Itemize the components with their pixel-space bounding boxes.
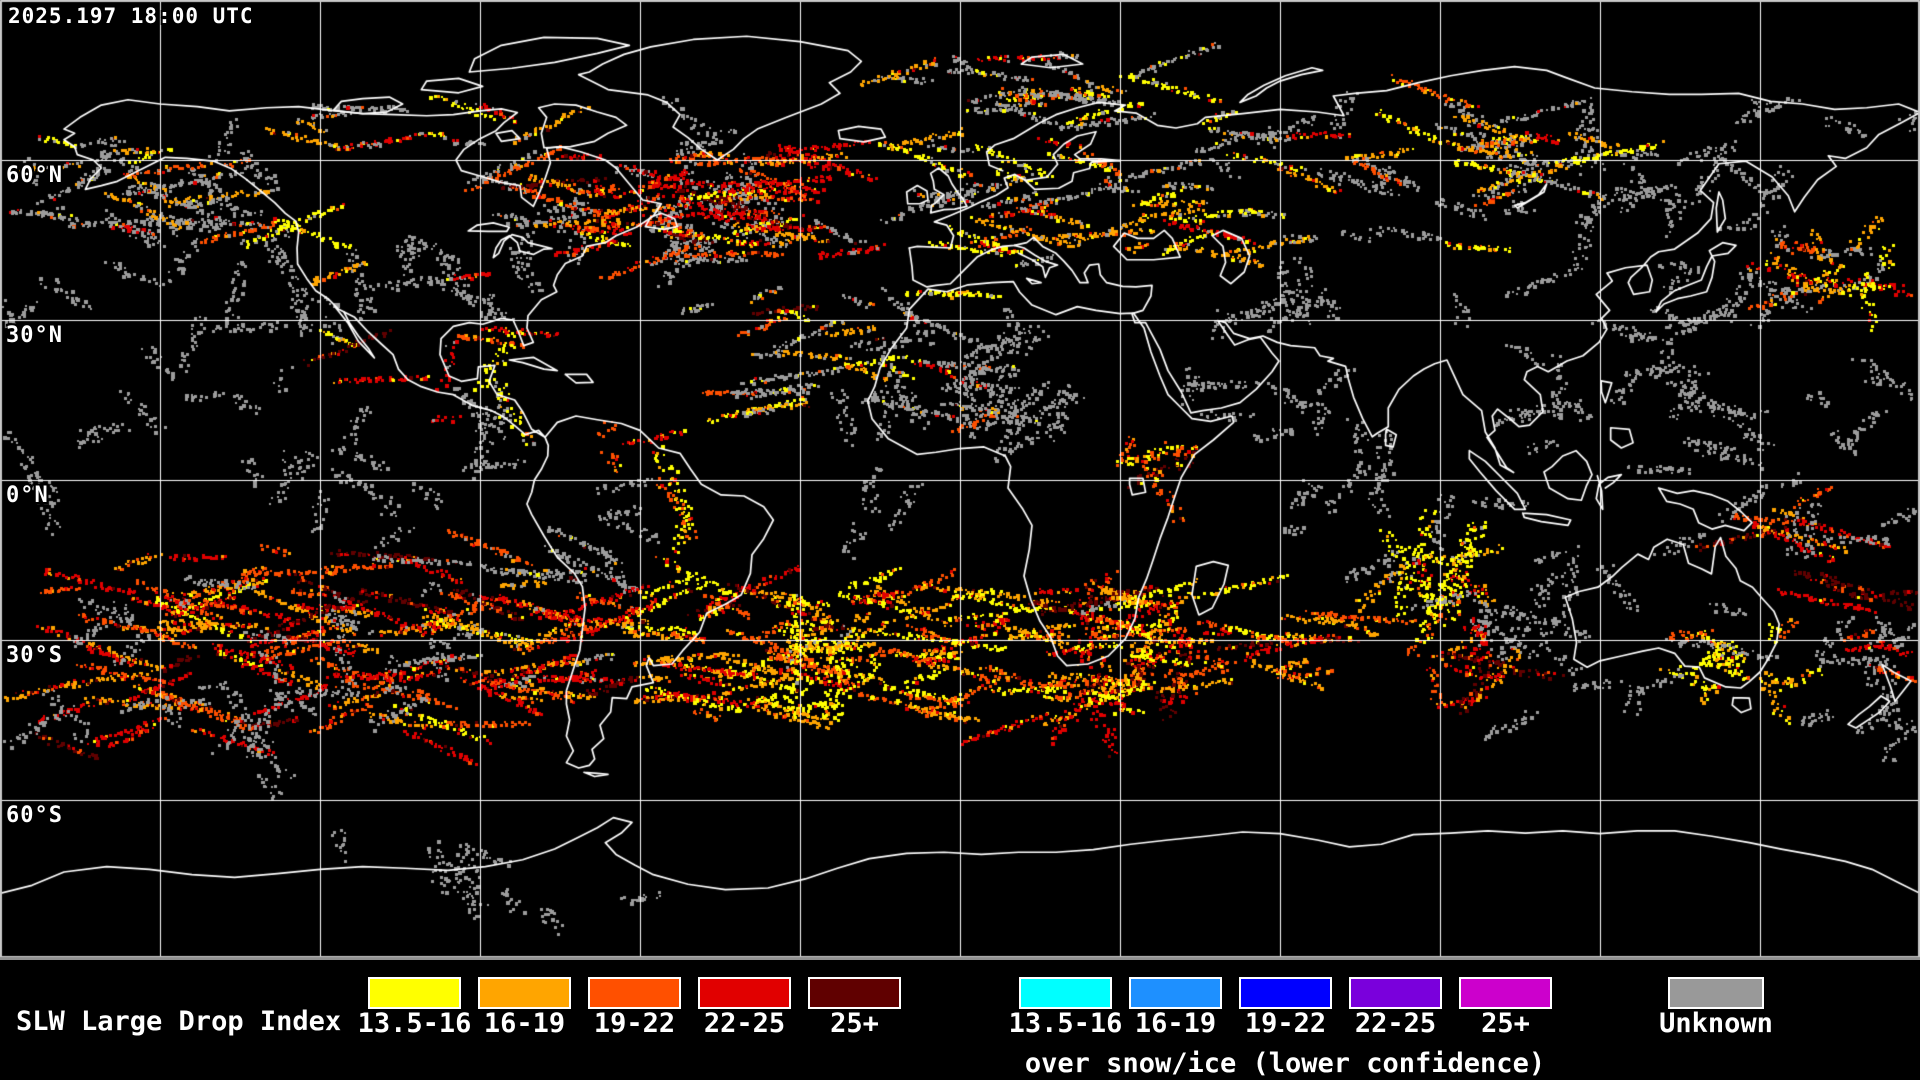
- snow-range-4-swatch: [1459, 977, 1552, 1009]
- snow-range-0-label: 13.5-16: [1008, 1008, 1123, 1039]
- legend-title: SLW Large Drop Index: [16, 1006, 342, 1037]
- snow-range-1-swatch: [1129, 977, 1222, 1009]
- slw-range-2-label: 19-22: [593, 1008, 676, 1039]
- snow-range-4-label: 25+: [1481, 1008, 1530, 1039]
- legend-bar: SLW Large Drop Index 13.5-16 16-19 19-22 22…: [0, 960, 1920, 1080]
- snow-range-3-label: 22-25: [1354, 1008, 1437, 1039]
- latitude-label: 60°N: [6, 163, 63, 188]
- world-map: 2025.197 18:00 UTC 60°N 30°N 0°N 30°S 60°S: [0, 0, 1920, 960]
- latitude-label: 30°N: [6, 323, 63, 348]
- slw-range-3-swatch: [698, 977, 791, 1009]
- snow-range-0-swatch: [1019, 977, 1112, 1009]
- slw-range-0-swatch: [368, 977, 461, 1009]
- latitude-label: 0°N: [6, 483, 49, 508]
- unknown-label: Unknown: [1659, 1008, 1773, 1039]
- slw-range-0-label: 13.5-16: [357, 1008, 472, 1039]
- snow-range-1-label: 16-19: [1134, 1008, 1217, 1039]
- world-map-canvas: [0, 0, 1920, 960]
- timestamp-label: 2025.197 18:00 UTC: [8, 4, 254, 28]
- latitude-label: 30°S: [6, 643, 63, 668]
- snow-range-2-label: 19-22: [1244, 1008, 1327, 1039]
- legend-snow-caption: over snow/ice (lower confidence): [1024, 1048, 1546, 1079]
- snow-range-3-swatch: [1349, 977, 1442, 1009]
- slw-range-1-label: 16-19: [483, 1008, 566, 1039]
- slw-range-4-swatch: [808, 977, 901, 1009]
- slw-range-1-swatch: [478, 977, 571, 1009]
- slw-range-3-label: 22-25: [703, 1008, 786, 1039]
- unknown-swatch: [1668, 977, 1764, 1009]
- slw-range-2-swatch: [588, 977, 681, 1009]
- latitude-label: 60°S: [6, 803, 63, 828]
- snow-range-2-swatch: [1239, 977, 1332, 1009]
- slw-range-4-label: 25+: [830, 1008, 879, 1039]
